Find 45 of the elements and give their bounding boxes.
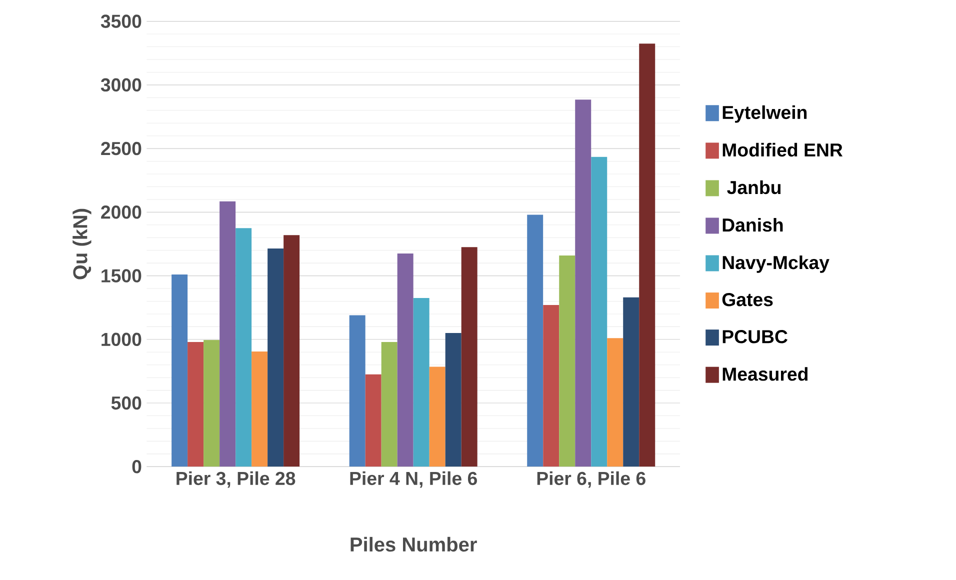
legend-label: Gates (722, 292, 773, 306)
x-tick-label: Pier 3, Pile 28 (176, 471, 296, 488)
y-axis-title: Qu (kN) (72, 208, 92, 280)
bar (429, 366, 446, 467)
y-tick-label: 3000 (100, 78, 142, 92)
bar (397, 254, 414, 467)
legend-label: Eytelwein (722, 105, 807, 123)
bar (220, 201, 236, 467)
bar (461, 247, 478, 467)
legend-label: Navy-Mckay (722, 255, 830, 273)
bar (607, 338, 624, 467)
y-tick-label: 3500 (100, 14, 142, 28)
bar (623, 297, 640, 467)
y-tick-label: 500 (111, 396, 142, 410)
bar (284, 235, 300, 467)
x-axis-title: Piles Number (350, 536, 477, 552)
y-tick-label: 2500 (101, 142, 142, 156)
bar (591, 156, 608, 467)
legend-label: Measured (722, 367, 808, 381)
bar (639, 44, 656, 467)
bar (268, 248, 284, 467)
y-tick-label: 1500 (102, 269, 142, 282)
bar (188, 342, 204, 467)
x-tick-label: Pier 4 N, Pile 6 (350, 471, 477, 488)
legend-label: PCUBC (722, 330, 788, 344)
bar (204, 340, 220, 467)
legend-label: Janbu (727, 180, 781, 194)
bar (575, 100, 592, 467)
bar (559, 255, 576, 467)
y-tick-label: 1000 (102, 332, 142, 346)
bar (236, 228, 252, 467)
x-tick-label: Pier 6, Pile 6 (537, 471, 646, 488)
bar (349, 315, 366, 467)
bar (413, 298, 430, 467)
legend-label: Modified ENR (722, 142, 843, 157)
legend-label: Danish (722, 218, 783, 232)
bar (172, 274, 188, 467)
y-tick-label: 0 (132, 460, 142, 474)
bar (381, 342, 398, 467)
y-tick-label: 2000 (101, 206, 142, 219)
bar (527, 214, 544, 467)
bar (365, 374, 382, 467)
bar (543, 305, 560, 467)
bar (252, 352, 268, 467)
bar (445, 333, 462, 467)
